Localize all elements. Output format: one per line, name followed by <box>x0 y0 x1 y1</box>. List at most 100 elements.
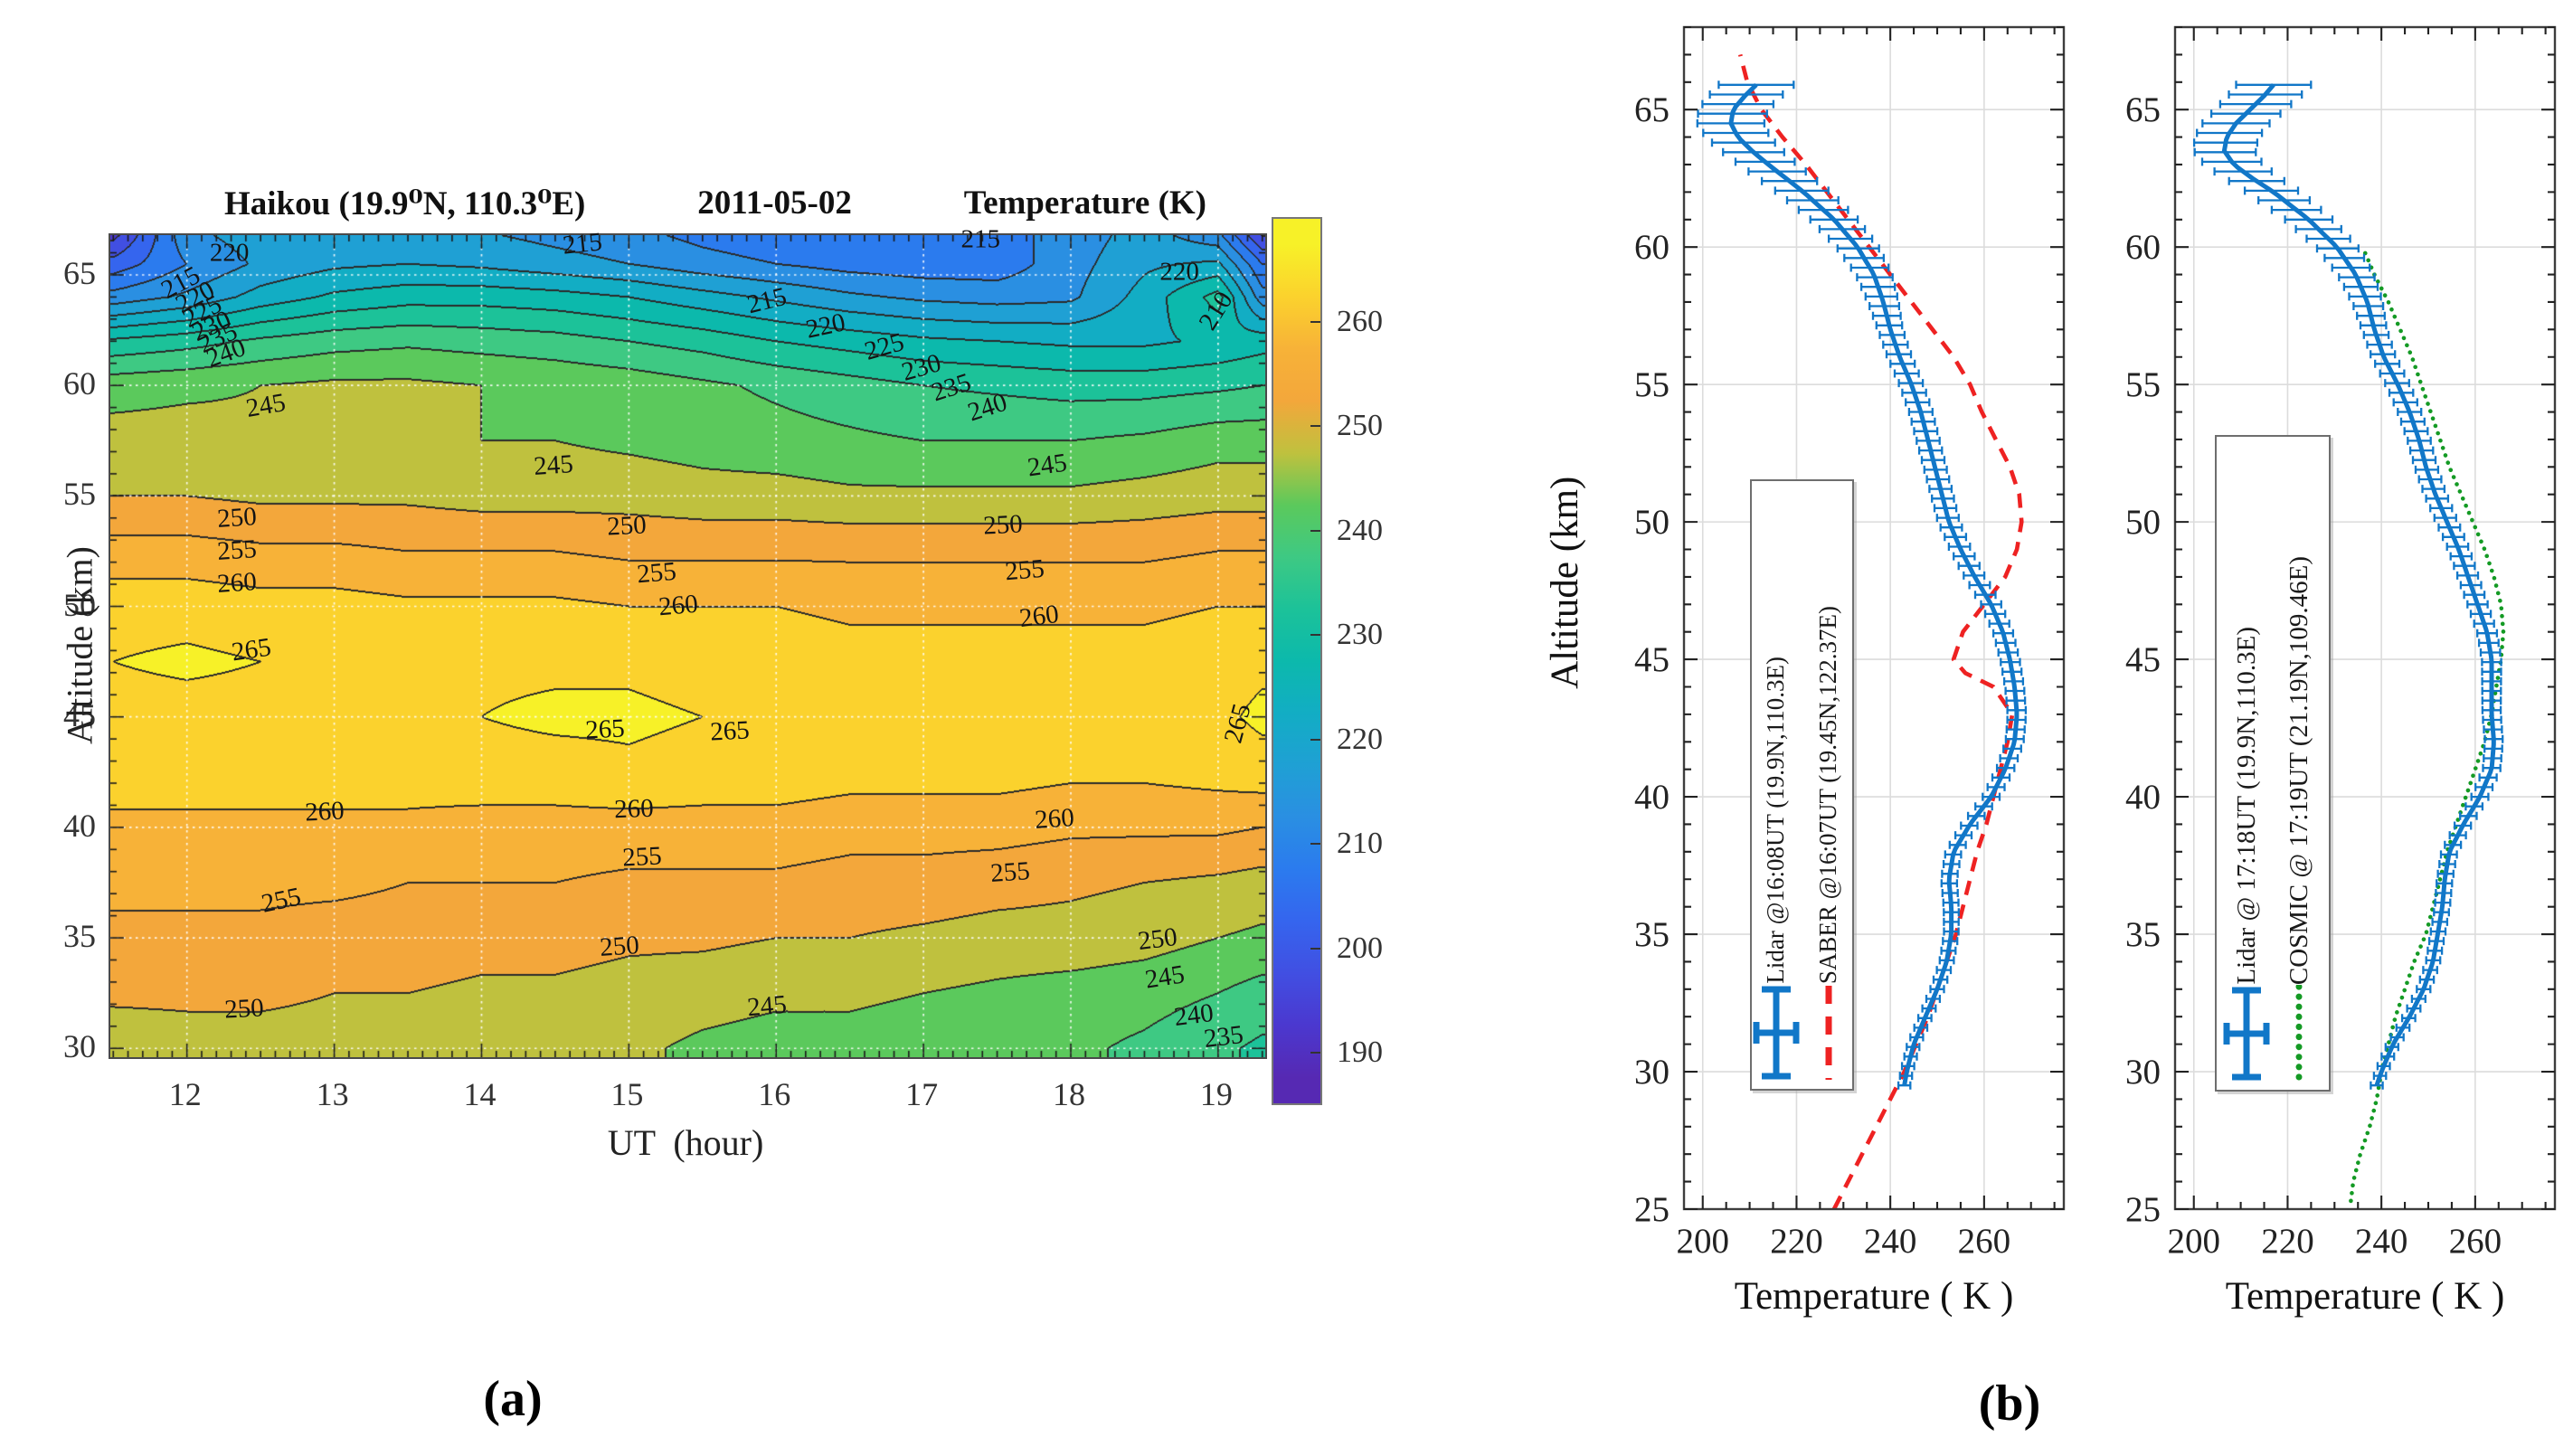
y-tick-label: 50 <box>1634 503 1670 542</box>
y-tick-label: 55 <box>63 476 96 513</box>
colorbar-tick-label: 190 <box>1337 1035 1383 1070</box>
x-tick-label: 18 <box>1052 1076 1085 1112</box>
x-tick-label: 13 <box>316 1076 349 1112</box>
grid-lines <box>1684 27 2064 1210</box>
x-tick-label: 14 <box>463 1076 497 1112</box>
panel-a-letter: (a) <box>483 1371 543 1427</box>
colorbar-tick-mark <box>1310 529 1320 532</box>
y-tick-label: 40 <box>2125 778 2161 817</box>
legend-entry: Lidar @16:08UT (19.9N,110.3E) <box>1753 488 1800 1082</box>
title-location: Haikou (19.9⁰N, 110.3⁰E) <box>224 184 586 222</box>
y-tick-label: 55 <box>1634 365 1670 404</box>
x-tick-label: 200 <box>1676 1222 1729 1261</box>
colorbar-tick-mark <box>1310 738 1320 741</box>
x-tick-label: 260 <box>2449 1222 2502 1261</box>
y-tick-label: 45 <box>2125 640 2161 679</box>
profile-plot-lidar-saber: 200 220 240 260 25 30 35 40 45 50 55 60 65 Temperatur… <box>1544 25 2066 1318</box>
y-tick-label: 60 <box>63 365 96 402</box>
x-tick-label: 220 <box>1770 1222 1823 1261</box>
y-tick-label: 45 <box>1634 640 1670 679</box>
colorbar-tick-mark <box>1310 425 1320 428</box>
y-tick-label: 65 <box>1634 90 1670 129</box>
colorbar-tick-label: 240 <box>1337 513 1383 547</box>
legend-entry: SABER @16:07UT (19.45N,122.37E) <box>1805 488 1852 1082</box>
legend-entry: COSMIC @ 17:19UT (21.19N,109.46E) <box>2275 444 2322 1083</box>
axes-frame <box>2173 25 2557 1211</box>
axes-ticks <box>2175 25 2555 1211</box>
errorbar-caps <box>1696 80 2028 1090</box>
legend-symbol-stroke <box>1753 986 1799 1080</box>
lidar-errorbar-icon <box>1753 986 1799 1080</box>
y-tick-label: 30 <box>1634 1053 1670 1092</box>
panel-a-y-axis-label: Altitude (km) <box>59 546 100 744</box>
y-tick-label: 35 <box>2125 915 2161 954</box>
x-tick-label: 12 <box>168 1076 202 1112</box>
colorbar-tick-mark <box>1310 1052 1320 1054</box>
x-tick-label: 200 <box>2167 1222 2220 1261</box>
axes-ticks <box>1684 25 2064 1211</box>
colorbar-tick-mark <box>1310 634 1320 637</box>
panel-a-x-axis-label: UT (hour) <box>607 1122 764 1163</box>
y-tick-label: 45 <box>63 696 96 733</box>
y-tick-label: 35 <box>1634 915 1670 954</box>
legend-entry-label: Lidar @16:08UT (19.9N,110.3E) <box>1762 657 1789 984</box>
y-tick-label: 65 <box>2125 90 2161 129</box>
y-tick-label: 40 <box>1634 778 1670 817</box>
legend-symbol-stroke <box>2223 987 2270 1081</box>
y-tick-label: 50 <box>2125 503 2161 542</box>
x-tick-label: 16 <box>758 1076 791 1112</box>
y-tick-label: 25 <box>1634 1190 1670 1229</box>
y-tick-label: 30 <box>63 1028 96 1065</box>
y-tick-label: 55 <box>2125 365 2161 404</box>
x-tick-label: 240 <box>1864 1222 1917 1261</box>
colorbar-tick-label: 220 <box>1337 722 1383 756</box>
y-axis-label: Altitude (km) <box>1544 477 1586 689</box>
dotted-line-icon <box>2295 985 2303 1083</box>
y-tick-label: 30 <box>2125 1053 2161 1092</box>
y-tick-label: 40 <box>63 807 96 844</box>
lidar-profile-line <box>2221 83 2496 1086</box>
title-date: 2011-05-02 <box>697 184 852 222</box>
legend-entry-label: COSMIC @ 17:19UT (21.19N,109.46E) <box>2284 555 2313 985</box>
saber-profile-line <box>1737 53 2024 1211</box>
title-units: Temperature (K) <box>963 184 1206 222</box>
legend-entry-label: SABER @16:07UT (19.45N,122.37E) <box>1814 605 1841 984</box>
x-tick-label: 15 <box>610 1076 644 1112</box>
profile-plot-lidar-cosmic: 200 220 240 260 25 30 35 40 45 50 55 60 65 Temperatur… <box>2125 25 2557 1318</box>
y-tick-label: 50 <box>63 586 96 623</box>
colorbar-tick-label: 250 <box>1337 409 1383 443</box>
colorbar-tick-label: 260 <box>1337 304 1383 338</box>
panel-a-title: Haikou (19.9⁰N, 110.3⁰E) 2011-05-02 Temp… <box>109 177 1266 228</box>
colorbar-tick-mark <box>1310 947 1320 950</box>
dashed-line-icon <box>1825 986 1831 1080</box>
x-axis-label: Temperature ( K ) <box>2226 1275 2505 1318</box>
x-tick-label: 220 <box>2261 1222 2314 1261</box>
legend-entry-label: Lidar @ 17:18UT (19.9N,110.3E) <box>2231 627 2261 985</box>
panel-b-letter: (b) <box>1978 1376 2041 1432</box>
contour-plot-canvas <box>109 233 1267 1059</box>
colorbar-tick-label: 200 <box>1337 931 1383 965</box>
colorbar-tick-mark <box>1310 843 1320 846</box>
y-tick-label: 60 <box>2125 228 2161 267</box>
y-tick-label: 60 <box>1634 228 1670 267</box>
colorbar-tick-mark <box>1310 320 1320 323</box>
legend-entry: Lidar @ 17:18UT (19.9N,110.3E) <box>2223 444 2270 1083</box>
x-tick-label: 19 <box>1199 1076 1233 1112</box>
colorbar-tick-label: 230 <box>1337 618 1383 652</box>
colorbar-tick-label: 210 <box>1337 827 1383 861</box>
errorbar-caps <box>2192 80 2504 1090</box>
axes-frame <box>1682 25 2066 1211</box>
y-tick-label: 25 <box>2125 1190 2161 1229</box>
y-tick-label: 35 <box>63 918 96 955</box>
cosmic-profile-line <box>2349 244 2506 1204</box>
x-tick-label: 17 <box>905 1076 939 1112</box>
y-tick-label: 65 <box>63 254 96 291</box>
lidar-profile-line <box>1728 83 2020 1086</box>
colorbar <box>1272 217 1322 1105</box>
x-tick-label: 240 <box>2355 1222 2408 1261</box>
lidar-errorbar-icon <box>2223 987 2270 1081</box>
x-tick-label: 260 <box>1958 1222 2011 1261</box>
legend-lidar-cosmic: Lidar @ 17:18UT (19.9N,110.3E) COSMIC @ 1… <box>2215 435 2331 1092</box>
x-axis-label: Temperature ( K ) <box>1735 1275 2014 1318</box>
